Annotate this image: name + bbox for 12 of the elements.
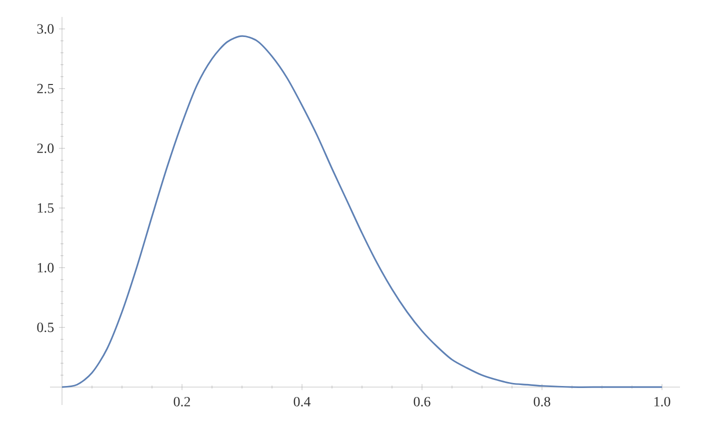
x-tick-label: 0.2 <box>174 396 190 406</box>
y-tick-label: 1.0 <box>38 262 54 272</box>
x-tick-label: 0.6 <box>414 396 430 406</box>
y-tick-label: 2.0 <box>37 144 54 154</box>
line-series <box>61 35 663 388</box>
y-tick-label: 0.5 <box>37 322 54 332</box>
x-tick-label: 1.0 <box>654 396 670 406</box>
x-tick-label: 0.8 <box>534 396 550 406</box>
x-tick-label: 0.4 <box>294 396 311 406</box>
y-tick-label: 3.0 <box>37 24 54 34</box>
y-tick-label: 1.5 <box>38 203 54 213</box>
y-tick-label: 2.5 <box>37 84 54 94</box>
